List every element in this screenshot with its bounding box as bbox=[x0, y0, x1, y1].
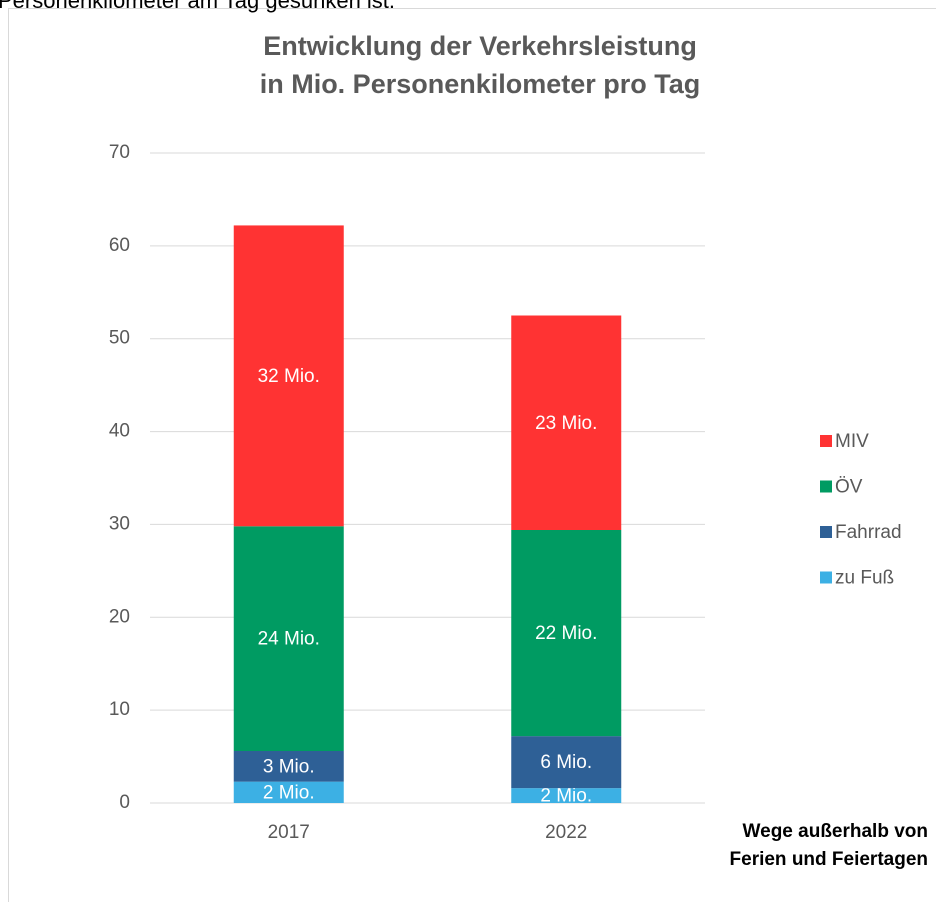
data-label: 6 Mio. bbox=[540, 752, 592, 773]
annotation: Ferien und Feiertagen bbox=[730, 849, 928, 870]
chart-frame bbox=[8, 8, 936, 902]
legend-swatch bbox=[820, 571, 832, 584]
data-label: 24 Mio. bbox=[258, 629, 320, 650]
y-tick-label: 40 bbox=[109, 421, 130, 442]
legend-label: Fahrrad bbox=[835, 522, 902, 543]
x-tick-label: 2017 bbox=[268, 822, 310, 843]
data-label: 32 Mio. bbox=[258, 366, 320, 387]
y-tick-label: 50 bbox=[109, 328, 130, 349]
y-tick-label: 60 bbox=[109, 235, 130, 256]
bar-segment bbox=[233, 225, 344, 527]
chart-title: in Mio. Personenkilometer pro Tag bbox=[260, 69, 701, 99]
x-tick-label: 2022 bbox=[545, 822, 587, 843]
annotation: Wege außerhalb von bbox=[743, 821, 928, 842]
data-label: 3 Mio. bbox=[263, 756, 315, 777]
bar-segment bbox=[233, 781, 344, 803]
legend-label: MIV bbox=[835, 431, 869, 452]
legend-swatch bbox=[820, 480, 832, 493]
legend-swatch bbox=[820, 526, 832, 538]
bar-segment bbox=[511, 736, 622, 789]
y-tick-label: 30 bbox=[109, 513, 130, 534]
y-tick-label: 10 bbox=[109, 699, 130, 720]
data-label: 2 Mio. bbox=[263, 782, 315, 803]
legend-swatch bbox=[820, 435, 832, 447]
y-tick-label: 70 bbox=[109, 142, 130, 163]
bar-segment bbox=[511, 530, 622, 737]
chart-title: Entwicklung der Verkehrsleistung bbox=[263, 31, 697, 61]
legend-label: zu Fuß bbox=[835, 568, 894, 589]
bar-segment bbox=[233, 751, 344, 782]
caption: Personenkilometer am Tag gesunken ist. bbox=[0, 0, 395, 13]
y-tick-label: 0 bbox=[119, 792, 130, 813]
bar-segment bbox=[511, 315, 622, 530]
data-label: 23 Mio. bbox=[535, 413, 597, 434]
legend-label: ÖV bbox=[835, 477, 863, 498]
data-label: 22 Mio. bbox=[535, 623, 597, 644]
y-tick-label: 20 bbox=[109, 606, 130, 627]
bar-segment bbox=[511, 788, 622, 803]
data-label: 2 Mio. bbox=[540, 786, 592, 807]
bar-segment bbox=[233, 526, 344, 751]
